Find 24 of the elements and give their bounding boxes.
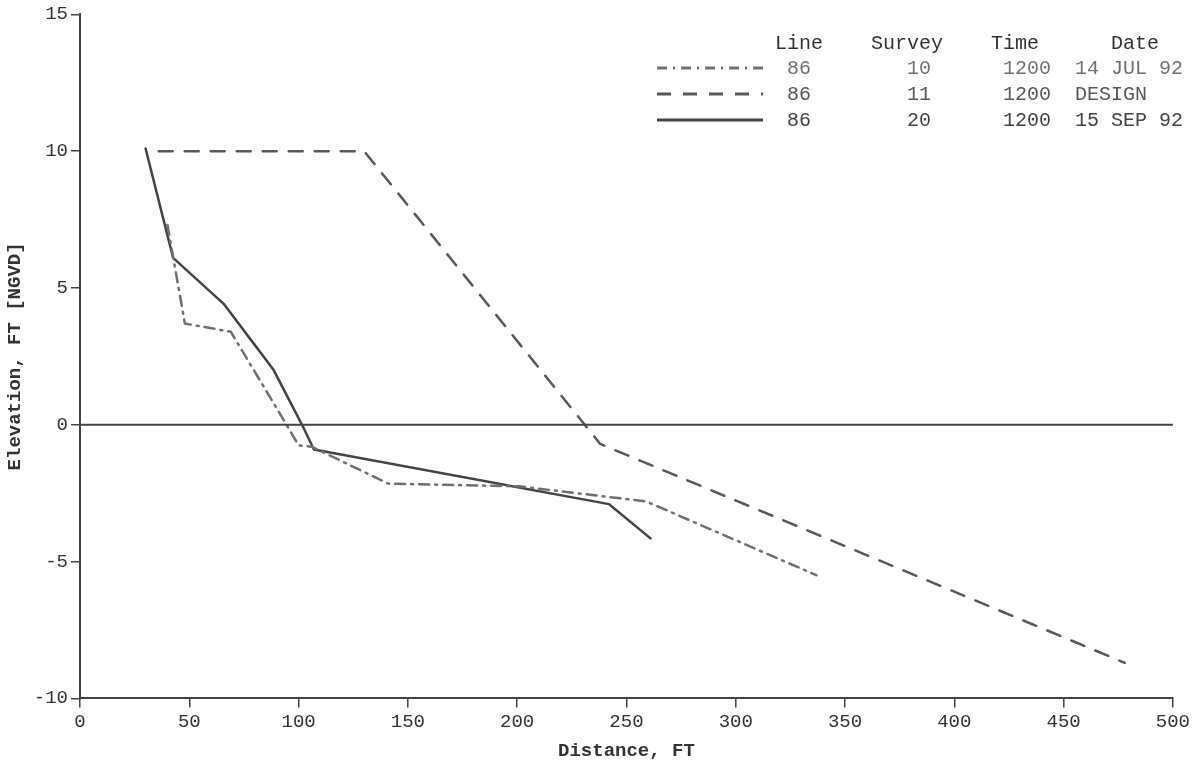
text: 86 10 1200 14 JUL 92: [785, 56, 1183, 80]
x-tick-label: 0: [74, 710, 86, 733]
y-tick-label: 15: [45, 3, 69, 26]
x-tick-label: 300: [718, 710, 753, 733]
y-tick-label: 10: [45, 140, 69, 163]
y-tick-label: 5: [56, 277, 69, 300]
x-tick-label: 450: [1046, 710, 1081, 733]
x-tick-label: 350: [827, 710, 863, 733]
x-tick-label: 250: [609, 710, 644, 733]
x-tick-label: 50: [177, 710, 201, 733]
line-series: [166, 223, 818, 577]
y-tick-label: 0: [56, 413, 69, 436]
x-tick-label: 400: [937, 710, 972, 733]
x-tick-label: 500: [1155, 710, 1191, 733]
x-tick-label: 100: [281, 710, 316, 733]
x-axis-title: Distance, FT: [558, 740, 695, 763]
legend-title: Line Survey Time Date: [773, 32, 1160, 55]
y-tick-label: -5: [45, 550, 69, 573]
y-tick-label: -10: [33, 687, 69, 710]
text: 86 20 1200 15 SEP 92: [785, 108, 1183, 132]
text: 86 11 1200 DESIGN: [785, 82, 1147, 106]
x-tick-label: 150: [390, 710, 425, 733]
x-tick-label: 200: [500, 710, 535, 733]
y-axis-title: Elevation, FT [NGVD]: [4, 242, 27, 471]
